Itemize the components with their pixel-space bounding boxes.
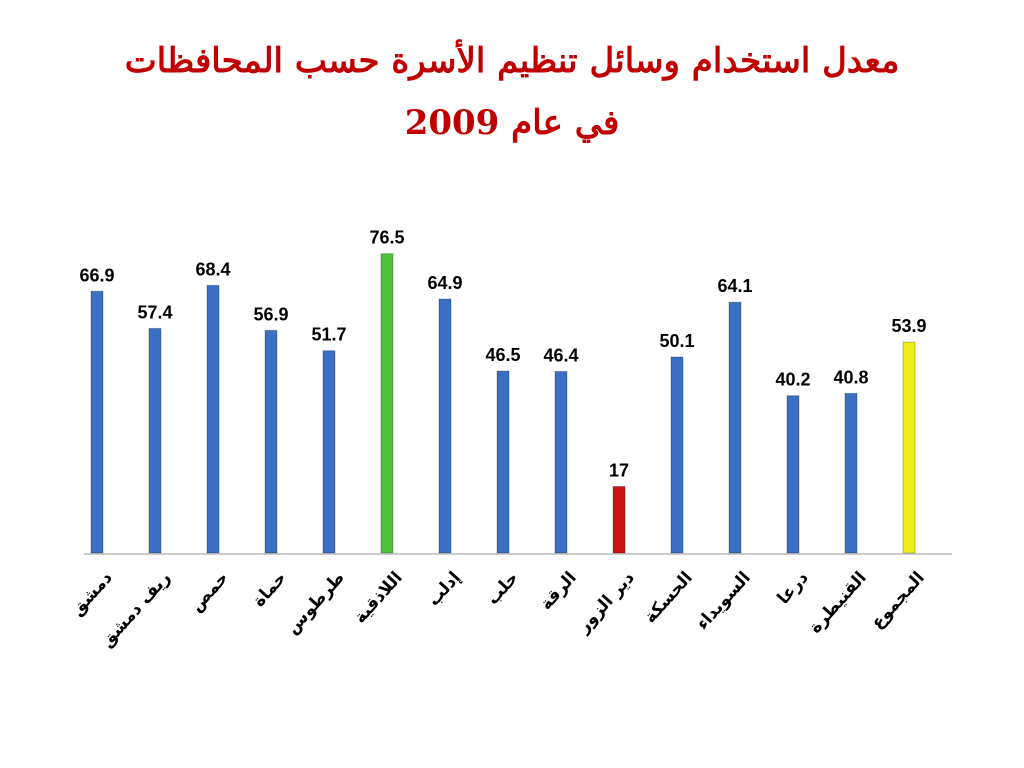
value-label: 64.1 (717, 276, 752, 296)
value-label: 46.4 (543, 345, 578, 365)
bar (554, 370, 568, 554)
value-label: 53.9 (891, 316, 926, 336)
bar (496, 370, 510, 554)
value-label: 40.8 (833, 367, 868, 387)
x-tick-label: طرطوس (283, 568, 349, 638)
value-label: 46.5 (485, 345, 520, 365)
x-tick-label: حلب (483, 568, 523, 609)
value-label: 57.4 (137, 302, 172, 322)
x-tick-label: القنيطرة (805, 568, 870, 637)
value-label: 66.9 (79, 265, 114, 285)
value-label: 17 (609, 460, 629, 480)
bar (322, 350, 336, 554)
x-tick-label: إدلب (424, 568, 465, 610)
chart-title: في عام 2009 (405, 103, 620, 143)
x-tick-label: الحسكة (640, 568, 696, 627)
x-tick-label: دير الزور (573, 568, 639, 638)
bar (670, 356, 684, 554)
x-tick-label: دمشق (67, 568, 117, 620)
value-label: 64.9 (427, 273, 462, 293)
value-label: 68.4 (195, 259, 230, 279)
bar (148, 327, 162, 554)
x-tick-label: السويداء (692, 568, 754, 634)
bar (206, 284, 220, 554)
x-tick-label: حماة (249, 568, 291, 611)
value-label: 56.9 (253, 304, 288, 324)
bar (902, 341, 916, 554)
bar (90, 290, 104, 554)
bar (612, 485, 626, 554)
bar (264, 329, 278, 554)
x-tick-label: المجموع (867, 568, 928, 633)
x-tick-label: الرقة (536, 568, 580, 614)
value-label: 40.2 (775, 370, 810, 390)
x-tick-label: حمص (187, 568, 233, 616)
chart-title: معدل استخدام وسائل تنظيم الأسرة حسب المح… (125, 39, 900, 81)
bar (380, 253, 394, 554)
x-tick-label: اللاذقية (350, 568, 407, 628)
value-label: 76.5 (369, 228, 404, 248)
value-label: 50.1 (659, 331, 694, 351)
x-tick-label: درعا (773, 568, 812, 609)
bar (438, 298, 452, 554)
bar (728, 301, 742, 554)
bar (844, 392, 858, 554)
value-label: 51.7 (311, 325, 346, 345)
bar (786, 395, 800, 554)
